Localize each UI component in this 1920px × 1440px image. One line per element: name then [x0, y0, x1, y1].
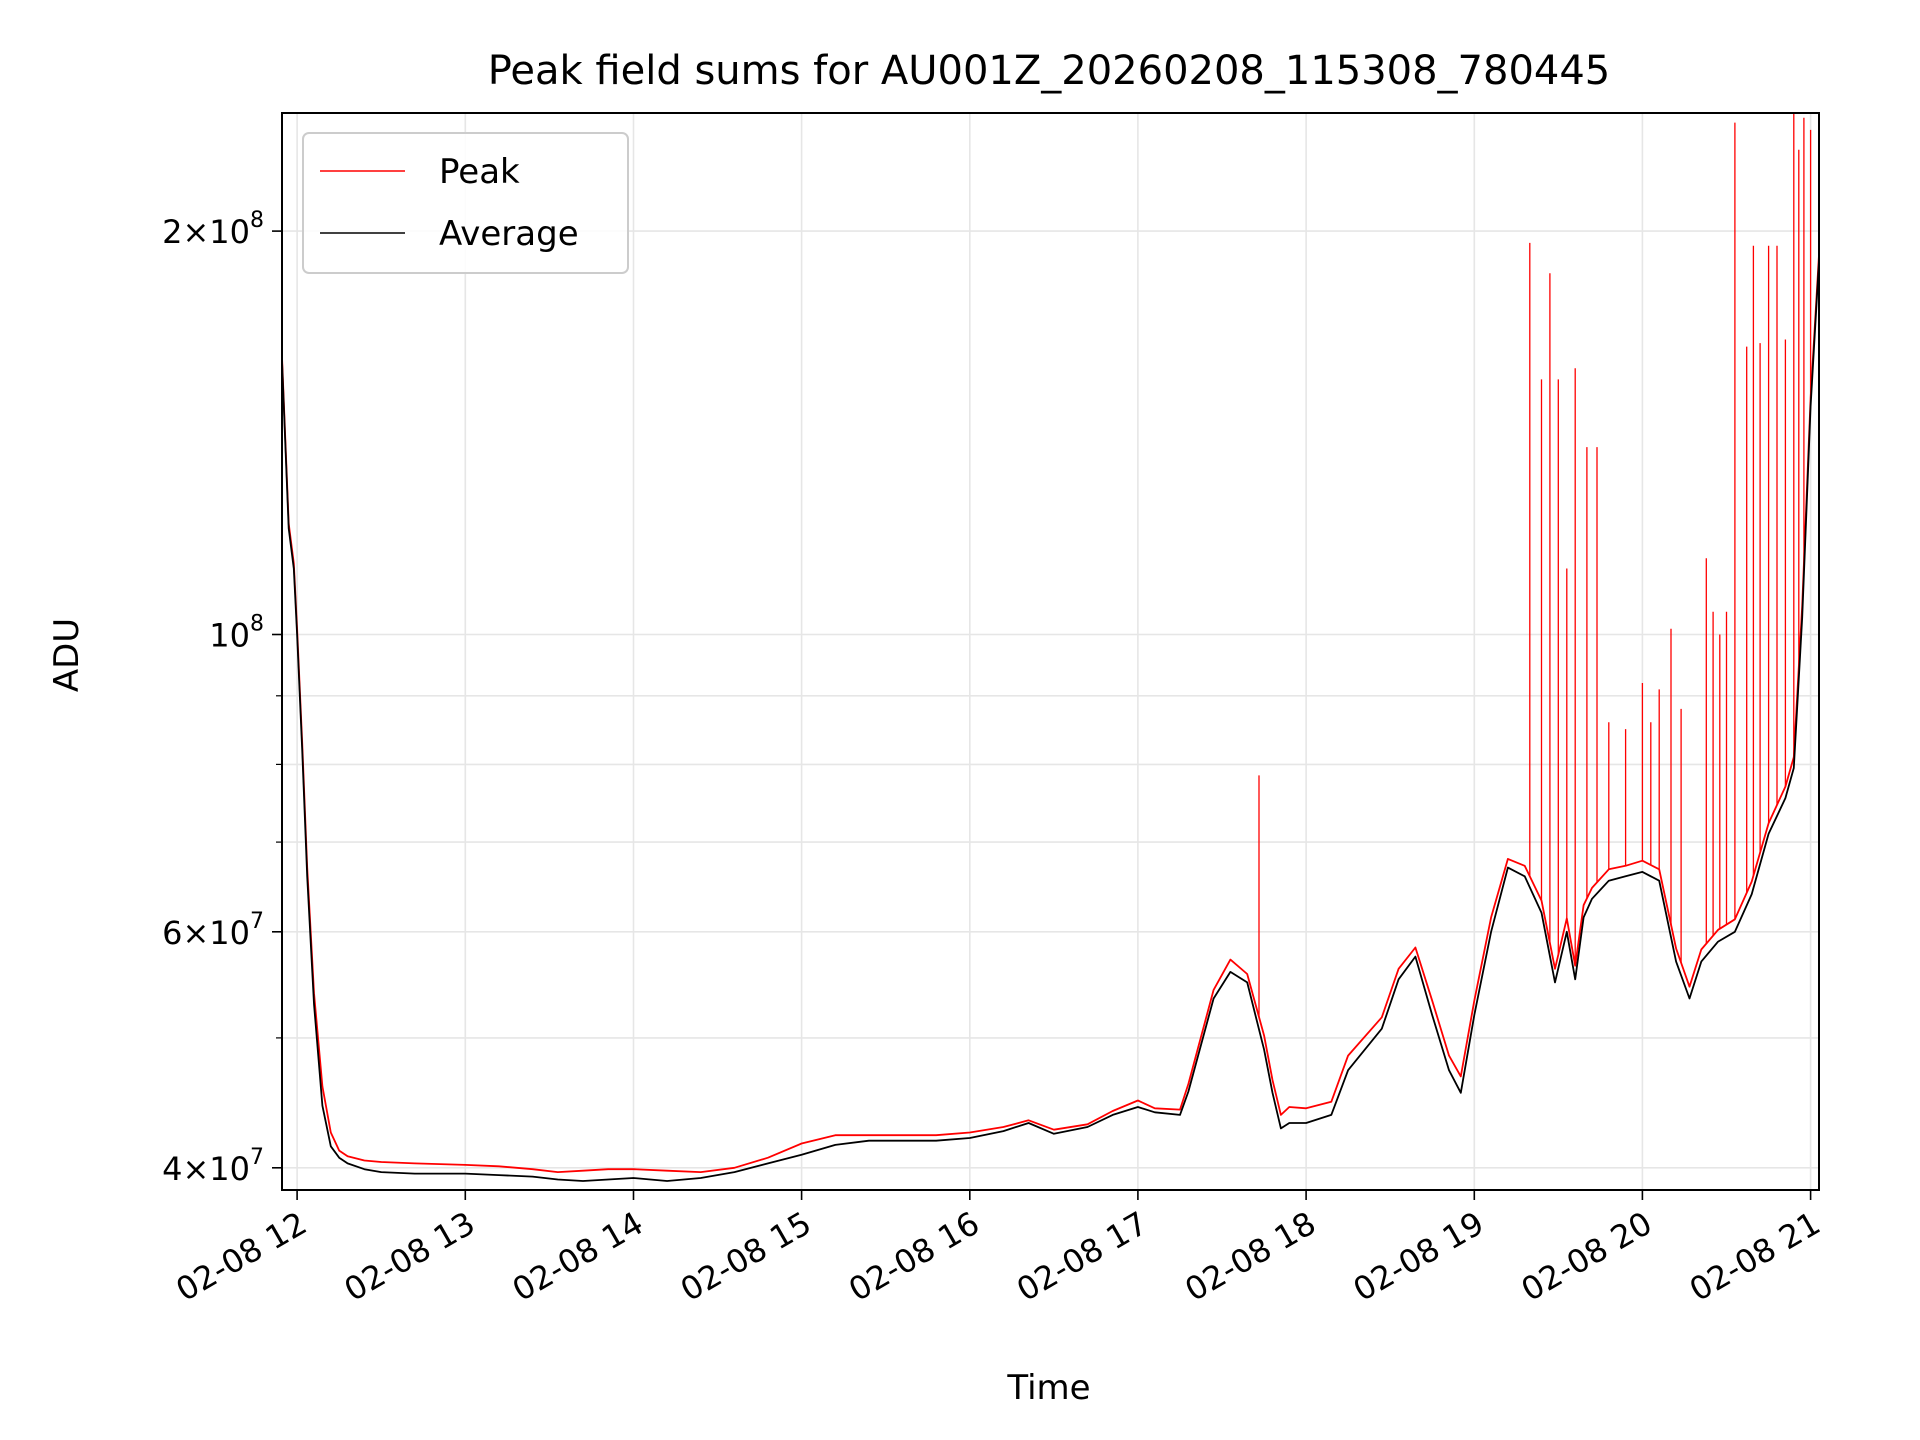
legend-label-peak: Peak: [439, 152, 520, 192]
y-tick-label: 108: [209, 612, 264, 655]
peak-series-line: [282, 254, 1819, 1173]
legend-box: [302, 132, 629, 274]
legend-label-average: Average: [439, 214, 579, 254]
y-tick-label: 6×107: [162, 909, 264, 952]
chart-title: Peak field sums for AU001Z_20260208_1153…: [488, 48, 1611, 94]
legend: Peak Average: [302, 132, 629, 274]
grid: [282, 113, 1819, 1190]
y-tick-label: 2×108: [162, 208, 264, 251]
average-series-line: [282, 260, 1819, 1182]
plot-frame: [281, 112, 1820, 1191]
x-axis-label: Time: [1006, 1368, 1090, 1408]
y-tick-label: 4×107: [162, 1145, 264, 1188]
y-axis-label: ADU: [47, 618, 87, 692]
plot-series: [282, 113, 1819, 1182]
